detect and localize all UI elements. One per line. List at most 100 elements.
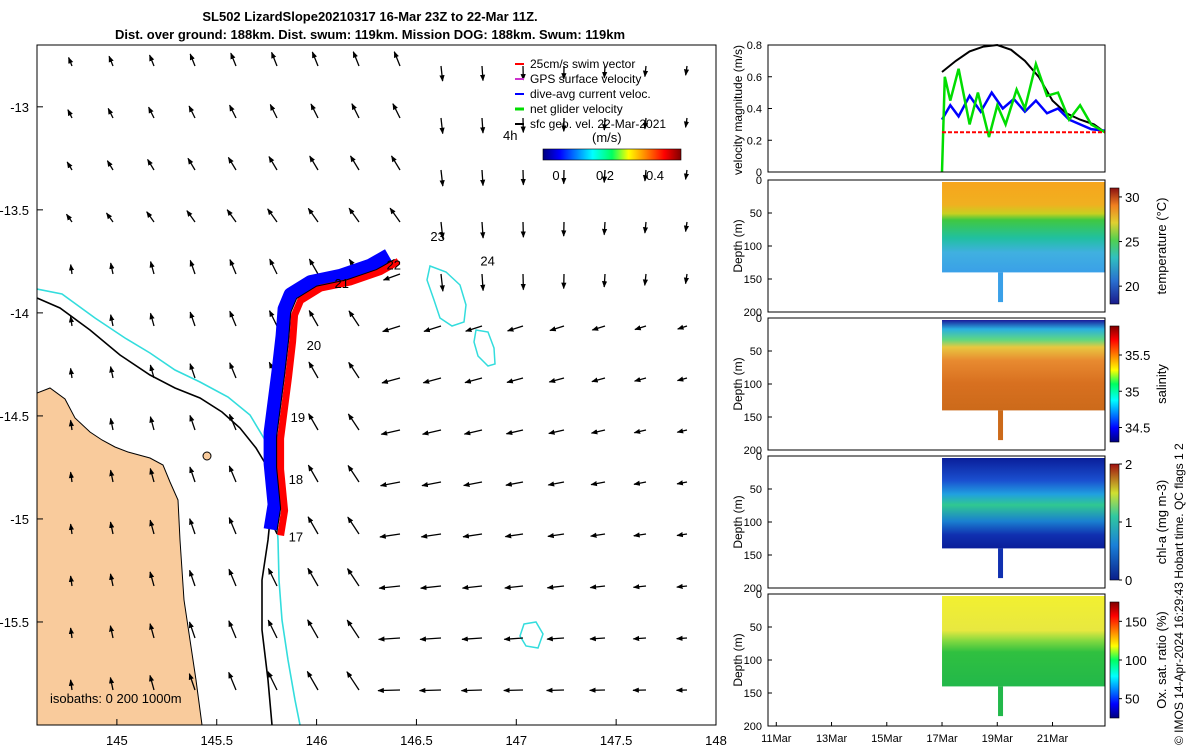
velocity-vector (439, 117, 445, 135)
y-tick-label: 150 (744, 412, 762, 424)
velocity-vector (189, 311, 196, 327)
velocity-vector (349, 155, 360, 171)
velocity-vector (188, 673, 196, 691)
colorbar-tick-label: 150 (1125, 614, 1147, 629)
velocity-vector (307, 207, 319, 223)
velocity-vector (545, 687, 565, 693)
temperature-section (942, 182, 1105, 273)
velocity-vector (633, 377, 647, 383)
velocity-vector (683, 117, 690, 128)
velocity-vector (309, 155, 319, 171)
salinity-colorbar (1109, 325, 1120, 443)
velocity-vector (348, 207, 360, 223)
y-tick-label: -13 (10, 100, 29, 115)
velocity-vector (346, 619, 360, 639)
chla-colorbar (1109, 463, 1120, 581)
velocity-vector (377, 636, 401, 642)
velocity-vector (65, 213, 73, 223)
velocity-vector (601, 273, 608, 288)
chla-colorbar-label: chl-a (mg m-3) (1154, 480, 1169, 565)
velocity-vector (463, 429, 483, 436)
velocity-ylabel: velocity magnitude (m/s) (731, 45, 745, 175)
velocity-vector (67, 109, 73, 119)
velocity-vector (683, 221, 690, 233)
day-label: 24 (480, 253, 494, 268)
velocity-vector (105, 212, 114, 223)
velocity-vector (480, 221, 486, 239)
velocity-vector (308, 413, 319, 431)
velocity-vector (632, 635, 647, 642)
velocity-vector (505, 481, 524, 487)
y-tick-label: 150 (744, 688, 762, 700)
velocity-vector (348, 361, 360, 379)
velocity-vector (676, 376, 688, 382)
velocity-vector (310, 103, 319, 119)
velocity-vector (109, 417, 115, 431)
x-tick-label: 147 (505, 733, 527, 748)
velocity-vector (547, 532, 565, 539)
velocity-vector (149, 312, 155, 327)
velocity-vector (504, 584, 524, 590)
chla-section (942, 458, 1105, 549)
velocity-vector (633, 428, 647, 434)
reef-patch (519, 621, 544, 649)
velocity-vector (307, 464, 319, 483)
y-tick-label: 200 (744, 721, 762, 733)
velocity-vector (546, 584, 565, 590)
velocity-vector (68, 471, 75, 483)
velocity-vector (546, 636, 565, 642)
velocity-vector (390, 155, 401, 171)
velocity-vector (548, 377, 565, 383)
velocity-vector (307, 516, 319, 535)
velocity-vector (226, 209, 237, 223)
oxygen-section (942, 596, 1105, 687)
velocity-vector (189, 363, 196, 379)
velocity-vector (642, 169, 649, 182)
legend-gps: GPS surface velocity (530, 72, 641, 86)
y-tick-label: 0.6 (747, 72, 762, 84)
velocity-vector (379, 481, 401, 488)
colorbar-tick-label: 30 (1125, 190, 1139, 205)
velocity-vector (229, 362, 237, 379)
x-tick-label: 145.5 (200, 733, 233, 748)
velocity-vector (460, 687, 483, 694)
velocity-vector (590, 429, 606, 435)
velocity-vector (503, 636, 524, 642)
velocity-vector (68, 523, 74, 535)
y-tick-label: 200 (744, 307, 762, 319)
velocity-vector (480, 169, 486, 187)
velocity-vector (189, 53, 196, 67)
y-tick-label: 200 (744, 445, 762, 457)
velocity-vector (423, 325, 442, 333)
velocity-vector (146, 211, 155, 223)
velocity-vector (683, 169, 690, 181)
velocity-vector (676, 635, 688, 641)
isobath-0 (37, 387, 203, 725)
velocity-vector (109, 676, 115, 691)
velocity-vector (307, 619, 319, 639)
velocity-series (940, 43, 1106, 173)
velocity-vector (228, 465, 237, 483)
day-label: 18 (289, 472, 303, 487)
velocity-vector (549, 325, 565, 332)
velocity-vector (347, 464, 360, 483)
y-tick-label: 150 (744, 274, 762, 286)
land-mass (37, 388, 202, 725)
velocity-vector (377, 687, 401, 694)
y-tick-label: 0 (756, 175, 762, 187)
velocity-vector (602, 117, 608, 131)
velocity-vector (68, 315, 75, 327)
temperature-colorbar-label: temperature (°C) (1154, 198, 1169, 295)
velocity-vector (147, 158, 155, 171)
colorbar-tick-label: 2 (1125, 457, 1132, 472)
velocity-vector (676, 428, 688, 434)
day-label: 20 (307, 338, 321, 353)
velocity-vector (228, 413, 237, 431)
velocity-vector (149, 571, 155, 587)
isobath-1000 (37, 297, 273, 725)
velocity-vector (676, 583, 688, 590)
velocity-vector (307, 567, 319, 587)
velocity-vector (68, 367, 75, 379)
velocity-vector (109, 365, 115, 379)
y-tick-label: 200 (744, 583, 762, 595)
